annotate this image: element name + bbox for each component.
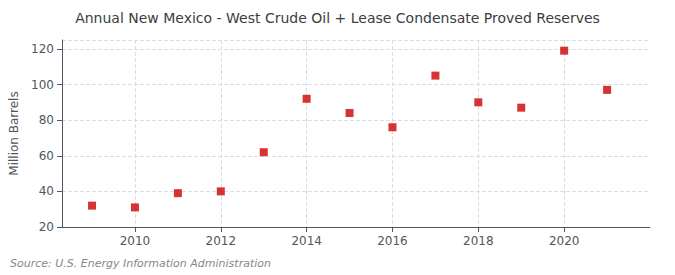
svg-text:Source: U.S. Energy Informatio: Source: U.S. Energy Information Administ… [10, 257, 271, 270]
svg-text:60: 60 [39, 149, 54, 163]
svg-text:40: 40 [39, 184, 54, 198]
svg-text:2016: 2016 [377, 234, 408, 248]
svg-text:120: 120 [31, 42, 54, 56]
svg-text:Annual New Mexico - West Crude: Annual New Mexico - West Crude Oil + Lea… [75, 10, 600, 26]
svg-text:2018: 2018 [463, 234, 494, 248]
svg-text:2012: 2012 [206, 234, 237, 248]
svg-text:Million Barrels: Million Barrels [7, 91, 21, 175]
svg-text:100: 100 [31, 78, 54, 92]
svg-text:20: 20 [39, 220, 54, 234]
svg-text:80: 80 [39, 113, 54, 127]
svg-text:2014: 2014 [291, 234, 322, 248]
svg-text:2020: 2020 [549, 234, 580, 248]
svg-text:2010: 2010 [120, 234, 151, 248]
